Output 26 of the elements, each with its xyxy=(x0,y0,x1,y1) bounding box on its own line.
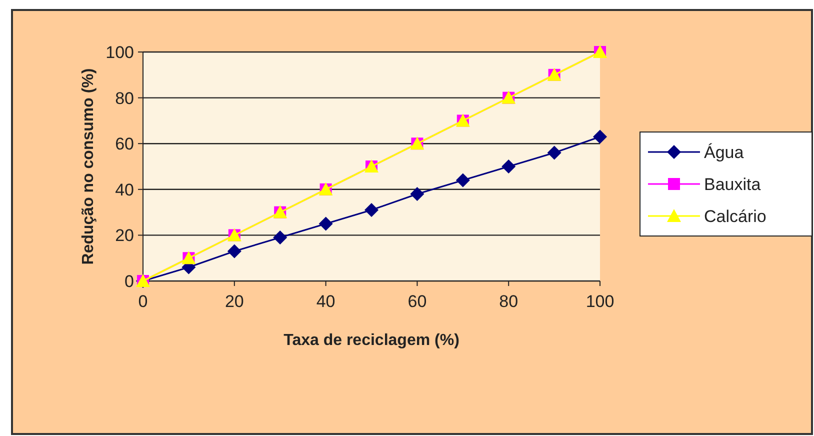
y-tick-label: 60 xyxy=(115,134,134,154)
point xyxy=(456,173,470,188)
x-tick-label: 80 xyxy=(499,292,518,311)
x-tick-label: 100 xyxy=(586,292,614,311)
point xyxy=(318,216,333,231)
legend-label: Água xyxy=(704,142,744,162)
legend-label: Bauxita xyxy=(704,174,762,194)
x-tick-label: 20 xyxy=(224,292,244,311)
point xyxy=(273,230,288,244)
y-tick-label: 20 xyxy=(115,226,134,246)
x-axis-title: Taxa de reciclagem (%) xyxy=(284,332,460,349)
x-tick-label: 0 xyxy=(138,292,148,311)
x-tick-label: 40 xyxy=(316,292,336,311)
y-tick-label: 40 xyxy=(115,180,134,200)
y-tick-label: 0 xyxy=(124,272,134,291)
point xyxy=(547,146,562,160)
x-tick-label: 60 xyxy=(408,292,427,311)
point xyxy=(502,160,516,174)
point xyxy=(227,244,242,258)
y-tick-label: 80 xyxy=(115,88,134,108)
point xyxy=(410,186,424,201)
point xyxy=(593,130,607,144)
point xyxy=(364,203,378,218)
legend-label: Calcário xyxy=(704,206,766,226)
y-tick-label: 100 xyxy=(106,42,134,62)
y-axis-title: Redução no consumo (%) xyxy=(80,68,97,265)
